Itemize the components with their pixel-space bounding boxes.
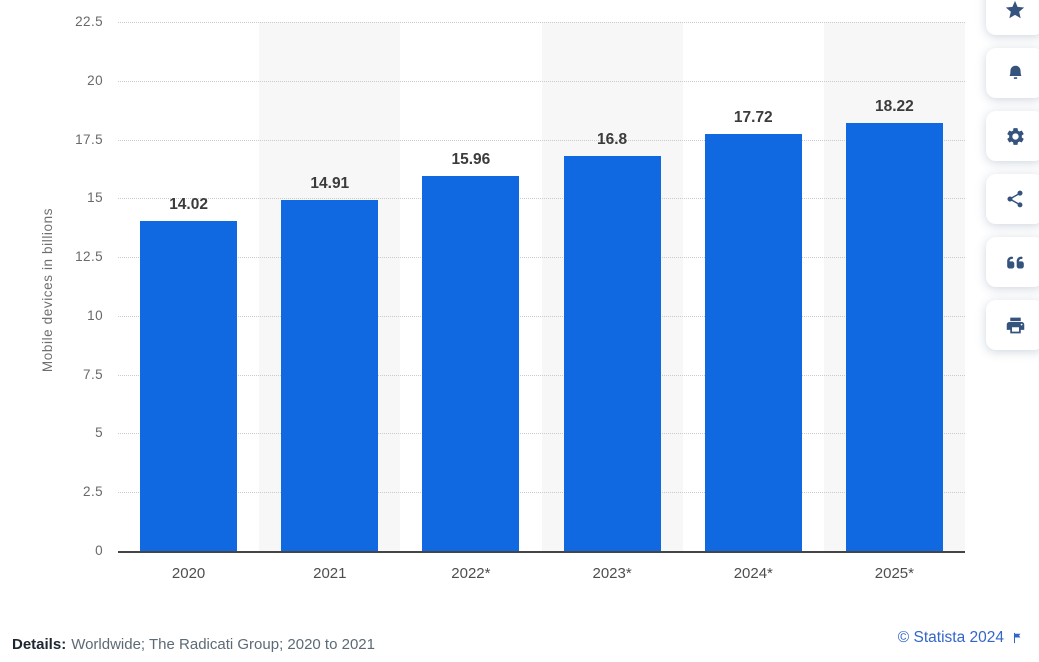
y-axis-ticks: 0 2.5 5 7.5 10 12.5 15 17.5 20 22.5: [0, 14, 103, 562]
gridline: [118, 22, 965, 23]
details-line: Details: Worldwide; The Radicati Group; 2…: [12, 635, 375, 655]
value-label: 16.8: [597, 131, 628, 148]
y-tick-label: 20: [87, 72, 103, 88]
y-tick-label: 17.5: [75, 131, 103, 147]
bar-2024*[interactable]: [704, 134, 802, 551]
gear-icon: [1005, 126, 1026, 147]
value-label: 17.72: [733, 109, 773, 127]
gridline: [118, 433, 965, 435]
print-button[interactable]: [986, 300, 1039, 350]
gridline: [118, 374, 965, 376]
x-axis-label: 2021: [313, 565, 347, 582]
bar-2025*[interactable]: [845, 122, 943, 551]
x-axis-label: 2024*: [733, 565, 773, 582]
gridline: [118, 257, 965, 259]
bar-2021[interactable]: [281, 200, 379, 551]
value-label: 14.91: [310, 175, 350, 193]
share-icon: [1005, 189, 1025, 209]
gridline: [118, 315, 965, 317]
x-axis-label: 2022*: [451, 565, 491, 582]
x-axis-label: 2020: [171, 565, 206, 582]
notifications-button[interactable]: [986, 48, 1039, 98]
gridline: [118, 492, 965, 494]
bell-icon: [1005, 63, 1026, 84]
bar-2022*[interactable]: [422, 175, 520, 551]
y-tick-label: 22.5: [75, 14, 103, 29]
y-tick-label: 7.5: [83, 366, 103, 382]
cite-button[interactable]: [986, 237, 1039, 287]
details-label: Details:: [12, 636, 67, 653]
value-label: 14.02: [169, 196, 208, 214]
bar-2020[interactable]: [140, 221, 238, 551]
statista-credit[interactable]: © Statista 2024: [898, 628, 1024, 648]
y-tick-label: 5: [95, 425, 103, 441]
value-label: 18.22: [874, 97, 914, 115]
y-tick-label: 15: [87, 190, 103, 206]
y-tick-label: 2.5: [83, 484, 103, 500]
copyright-link[interactable]: © Statista 2024: [897, 629, 1004, 646]
x-axis-label: 2023*: [592, 565, 632, 582]
bar-2023*[interactable]: [563, 156, 661, 551]
details-text: Worldwide; The Radicati Group; 2020 to 2…: [71, 636, 375, 653]
gridline: [118, 139, 965, 141]
settings-button[interactable]: [986, 111, 1039, 161]
gridline: [118, 198, 965, 200]
printer-icon: [1005, 315, 1026, 336]
plot-area: 14.02 2020 14.91 2021 15.96 2022* 16.8 2023* 17.…: [118, 22, 965, 582]
value-label: 15.96: [451, 150, 491, 168]
flag-icon[interactable]: [1011, 631, 1024, 645]
star-icon: [1004, 0, 1026, 21]
quote-icon: [1005, 253, 1026, 272]
y-tick-label: 0: [95, 543, 103, 558]
y-tick-label: 12.5: [75, 249, 103, 265]
share-button[interactable]: [986, 174, 1039, 224]
favorite-button[interactable]: [986, 0, 1039, 35]
x-axis-label: 2025*: [874, 565, 914, 582]
gridline: [118, 80, 965, 82]
y-tick-label: 10: [87, 307, 103, 323]
x-axis-line: [118, 551, 965, 553]
